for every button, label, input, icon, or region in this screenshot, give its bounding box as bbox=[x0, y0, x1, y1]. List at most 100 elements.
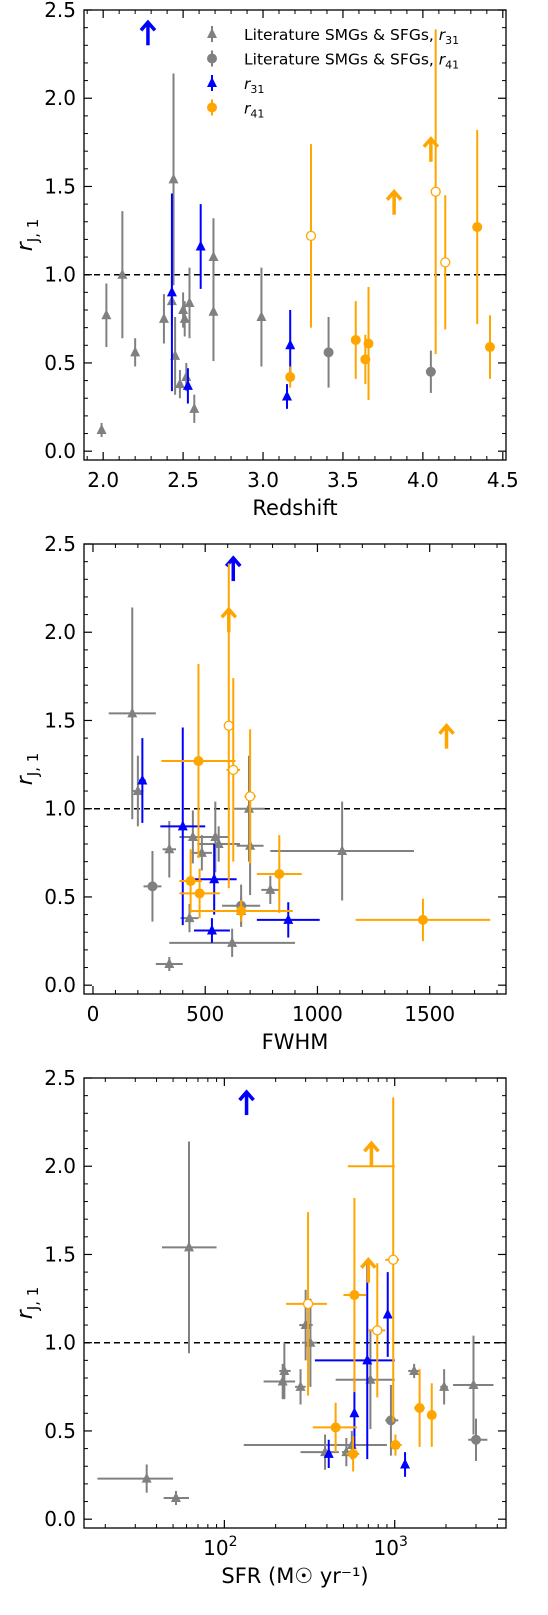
triangle-marker bbox=[130, 346, 141, 357]
circle-marker bbox=[274, 869, 285, 879]
legend-label: Literature SMGs & SFGs, r31 bbox=[244, 26, 459, 47]
triangle-marker bbox=[206, 924, 217, 935]
triangle-marker bbox=[468, 1379, 479, 1390]
lower-limit-arrow-head bbox=[220, 606, 238, 619]
y-tick-label: 0.0 bbox=[44, 1507, 76, 1531]
triangle-marker bbox=[101, 309, 112, 320]
circle-marker bbox=[349, 1290, 360, 1301]
x-tick-label: 2.0 bbox=[87, 468, 119, 492]
triangle-marker bbox=[382, 1308, 393, 1319]
triangle-marker bbox=[179, 312, 190, 323]
series-0 bbox=[96, 73, 267, 438]
legend-triangle-marker bbox=[207, 28, 217, 38]
circle-marker bbox=[147, 881, 158, 892]
triangle-marker bbox=[184, 296, 195, 307]
triangle-marker bbox=[209, 873, 220, 884]
circle-marker bbox=[193, 756, 204, 767]
series-1 bbox=[323, 317, 436, 393]
y-tick-label: 1.5 bbox=[44, 1242, 76, 1266]
y-tick-label: 0.5 bbox=[44, 885, 76, 909]
circle-marker bbox=[323, 347, 334, 358]
y-tick-label: 2.0 bbox=[44, 86, 76, 110]
series-2 bbox=[238, 1089, 411, 1477]
triangle-marker bbox=[337, 845, 348, 856]
y-axis-label: rJ, 1 bbox=[13, 219, 42, 252]
legend-label: r41 bbox=[244, 100, 264, 121]
y-axis-label: rJ, 1 bbox=[13, 1287, 42, 1320]
data-layer bbox=[108, 555, 491, 972]
lower-limit-arrow-head bbox=[438, 723, 455, 735]
series-0 bbox=[108, 607, 414, 972]
triangle-marker bbox=[164, 843, 175, 854]
triangle-marker bbox=[283, 913, 294, 924]
x-tick-label: 1500 bbox=[404, 1002, 455, 1026]
triangle-marker bbox=[158, 312, 169, 323]
lower-limit-arrow-head bbox=[360, 1257, 377, 1269]
y-tick-label: 2.0 bbox=[44, 620, 76, 644]
triangle-marker bbox=[164, 958, 175, 968]
series-3 bbox=[161, 563, 491, 942]
y-axis-label-text: rJ, 1 bbox=[13, 1287, 42, 1320]
triangle-marker bbox=[439, 1380, 450, 1391]
x-axis-label: FWHM bbox=[262, 1030, 329, 1054]
series-3 bbox=[285, 29, 496, 400]
triangle-marker bbox=[170, 1492, 181, 1502]
legend: Literature SMGs & SFGs, r31 Literature SM… bbox=[207, 26, 459, 121]
triangle-marker bbox=[227, 936, 238, 947]
triangle-marker bbox=[117, 268, 128, 279]
circle-marker bbox=[414, 1403, 425, 1413]
series-2 bbox=[139, 19, 296, 409]
triangle-marker bbox=[132, 785, 143, 796]
open-circle-marker bbox=[228, 764, 239, 776]
triangle-marker bbox=[279, 1364, 290, 1375]
triangle-marker bbox=[174, 378, 185, 389]
y-axis-label-text: rJ, 1 bbox=[13, 753, 42, 786]
open-circle-marker bbox=[305, 230, 317, 242]
triangle-marker bbox=[181, 371, 192, 382]
circle-marker bbox=[385, 1415, 396, 1426]
triangle-marker bbox=[409, 1364, 420, 1375]
x-axis-label: SFR (M☉ yr⁻¹) bbox=[221, 1564, 368, 1588]
legend-circle-marker bbox=[207, 102, 217, 113]
triangle-marker bbox=[177, 820, 188, 831]
open-circle-marker bbox=[440, 257, 451, 268]
y-tick-label: 0.5 bbox=[44, 1419, 76, 1443]
y-tick-label: 2.0 bbox=[44, 1154, 76, 1178]
lower-limit-arrow-head bbox=[238, 1089, 255, 1102]
triangle-marker bbox=[141, 1472, 152, 1483]
series-2 bbox=[137, 555, 320, 943]
circle-marker bbox=[330, 1422, 341, 1433]
x-axis-label: Redshift bbox=[252, 496, 337, 520]
triangle-marker bbox=[208, 305, 219, 316]
circle-marker bbox=[485, 342, 496, 353]
circle-marker bbox=[417, 914, 428, 925]
circle-marker bbox=[348, 1448, 359, 1459]
open-circle-marker bbox=[430, 186, 441, 197]
x-tick-label: 102 bbox=[203, 1534, 237, 1560]
circle-marker bbox=[285, 372, 296, 383]
triangle-marker bbox=[349, 1407, 360, 1418]
y-tick-label: 1.5 bbox=[44, 174, 76, 198]
triangle-marker bbox=[362, 1354, 373, 1365]
y-tick-label: 0.5 bbox=[44, 351, 76, 375]
lower-limit-arrow-head bbox=[139, 19, 157, 32]
circle-marker bbox=[425, 366, 436, 377]
x-tick-label: 0 bbox=[87, 1002, 100, 1026]
data-layer bbox=[96, 19, 496, 438]
x-tick-label: 3.5 bbox=[327, 468, 359, 492]
circle-marker bbox=[390, 1440, 401, 1451]
triangle-marker bbox=[323, 1447, 334, 1458]
triangle-marker bbox=[400, 1458, 411, 1469]
triangle-marker bbox=[256, 311, 267, 322]
triangle-marker bbox=[285, 339, 296, 350]
lower-limit-arrow-head bbox=[385, 189, 403, 201]
y-tick-label: 2.5 bbox=[44, 1066, 76, 1090]
triangle-marker bbox=[295, 1380, 306, 1391]
circle-marker bbox=[472, 222, 483, 233]
legend-triangle-marker bbox=[207, 77, 217, 87]
triangle-marker bbox=[282, 390, 293, 401]
y-tick-label: 1.0 bbox=[44, 797, 76, 821]
circle-marker bbox=[471, 1434, 482, 1445]
x-tick-label: 3.0 bbox=[247, 468, 279, 492]
